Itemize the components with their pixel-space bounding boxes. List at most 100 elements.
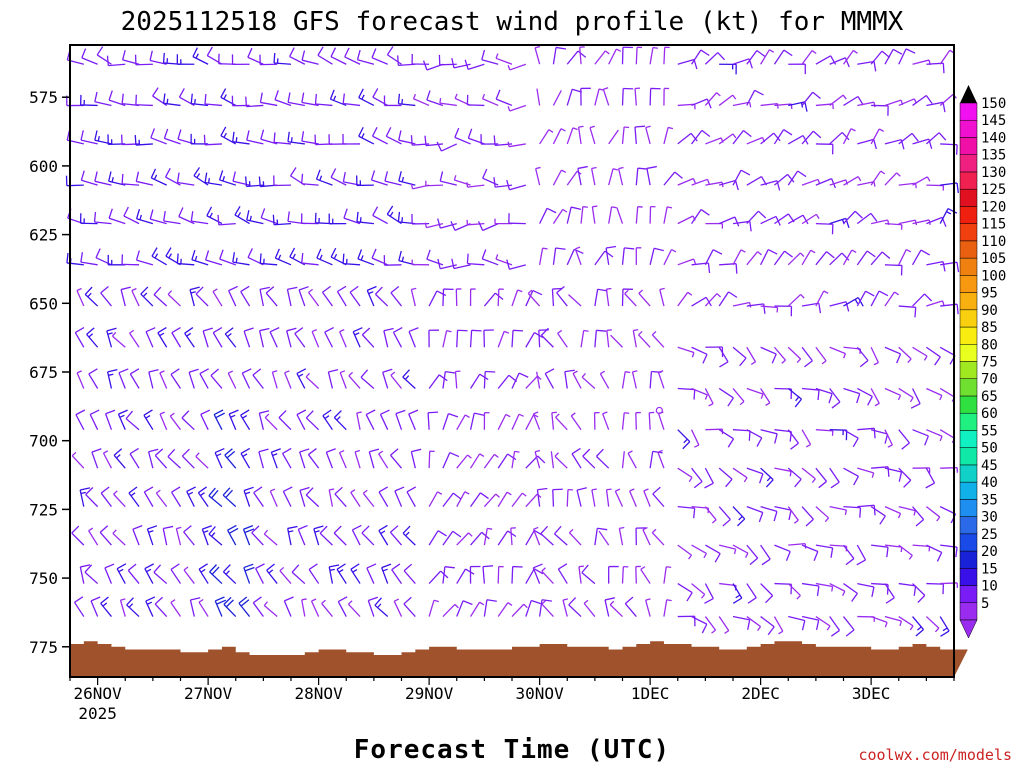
barb-staff — [663, 566, 667, 584]
wind-barb — [245, 96, 264, 108]
barb-staff — [219, 258, 236, 266]
barb-staff — [287, 141, 305, 145]
wind-barb — [198, 598, 209, 617]
barb-staff — [456, 491, 466, 507]
barb-staff — [774, 505, 792, 511]
wind-barb — [231, 95, 250, 107]
wind-barb — [629, 488, 637, 507]
barb-flag-full — [283, 486, 293, 493]
barb-flag-full — [164, 167, 171, 178]
barb-flag-full — [228, 285, 238, 292]
barb-staff — [581, 376, 596, 389]
wind-barb — [284, 370, 292, 389]
wind-barb — [552, 208, 568, 224]
wind-barb — [801, 249, 816, 266]
wind-barb — [898, 48, 916, 65]
barb-staff — [525, 600, 532, 617]
wind-barb — [456, 568, 475, 584]
barb-flag-half — [606, 488, 612, 491]
barb-flag-full — [437, 258, 441, 269]
wind-barb — [308, 563, 320, 584]
wind-barb — [125, 410, 140, 431]
wind-barb — [427, 411, 439, 430]
barb-staff — [760, 180, 778, 186]
wind-barb — [801, 429, 812, 448]
barb-flag-full — [395, 409, 406, 415]
wind-barb — [568, 528, 582, 546]
barb-staff — [704, 467, 714, 484]
wind-barb — [746, 467, 764, 484]
barb-staff — [73, 601, 85, 617]
barb-flag-full — [154, 448, 164, 457]
barb-flag-half — [627, 450, 633, 454]
x-tick-label: 29NOV — [405, 684, 454, 703]
barb-staff — [581, 572, 596, 585]
barb-flag-full — [171, 326, 181, 334]
barb-flag-half — [750, 361, 756, 365]
barb-staff — [327, 371, 334, 389]
barb-staff — [718, 346, 729, 363]
barb-flag-full — [424, 135, 427, 146]
barb-staff — [482, 566, 486, 584]
barb-flag-full — [841, 252, 850, 261]
barb-staff — [704, 52, 719, 65]
barb-flag-full — [246, 210, 250, 221]
barb-flag-full — [167, 448, 176, 458]
barb-flag-full — [540, 327, 549, 336]
barb-staff — [189, 599, 195, 617]
barb-flag-full — [105, 409, 116, 415]
barb-staff — [801, 213, 817, 225]
barb-flag-half — [212, 288, 218, 293]
barb-flag-full — [243, 563, 254, 569]
wind-barb — [389, 448, 402, 469]
wind-barb — [79, 213, 98, 225]
wind-barb — [224, 448, 237, 469]
barb-staff — [898, 346, 912, 360]
wind-barb — [360, 369, 375, 389]
barb-flag-full — [706, 98, 712, 109]
barb-staff — [242, 528, 251, 546]
barb-staff — [577, 127, 582, 145]
barb-staff — [398, 180, 416, 186]
barb-flag-half — [380, 530, 386, 535]
barb-flag-full — [130, 368, 140, 375]
barb-flag-half — [687, 291, 693, 296]
colorbar-swatch — [959, 516, 978, 535]
barb-staff — [732, 346, 747, 359]
barb-staff — [223, 603, 237, 618]
barb-staff — [391, 569, 403, 584]
barb-flag-full — [163, 128, 169, 139]
barb-flag-half — [541, 567, 546, 572]
barb-flag-half — [464, 491, 470, 495]
wind-barb — [719, 63, 737, 75]
barb-staff — [912, 616, 925, 630]
wind-barb — [128, 486, 140, 508]
wind-barb — [93, 211, 112, 225]
wind-barb — [605, 488, 612, 507]
barb-staff — [350, 568, 361, 584]
barb-staff — [718, 133, 734, 145]
wind-barb — [210, 368, 223, 389]
barb-flag-half — [692, 178, 696, 184]
barb-flag-full — [121, 50, 126, 61]
wind-barb — [442, 603, 459, 618]
barb-staff — [939, 387, 956, 398]
barb-staff — [511, 451, 516, 469]
barb-staff — [815, 290, 825, 307]
barb-flag-full — [186, 486, 196, 492]
barb-flag-half — [284, 370, 290, 374]
wind-barb — [746, 251, 762, 266]
barb-staff — [898, 582, 916, 587]
barb-flag-full — [211, 566, 220, 575]
wind-barb — [354, 449, 361, 469]
barb-flag-full — [368, 596, 378, 602]
wind-barb — [338, 449, 347, 469]
barb-flag-full — [735, 263, 738, 274]
barb-staff — [843, 387, 860, 395]
barb-flag-full — [537, 455, 546, 464]
barb-flag-half — [339, 329, 345, 333]
barb-staff — [912, 429, 929, 437]
barb-staff — [843, 297, 859, 307]
wind-barb — [301, 173, 319, 186]
barb-flag-full — [243, 525, 254, 530]
